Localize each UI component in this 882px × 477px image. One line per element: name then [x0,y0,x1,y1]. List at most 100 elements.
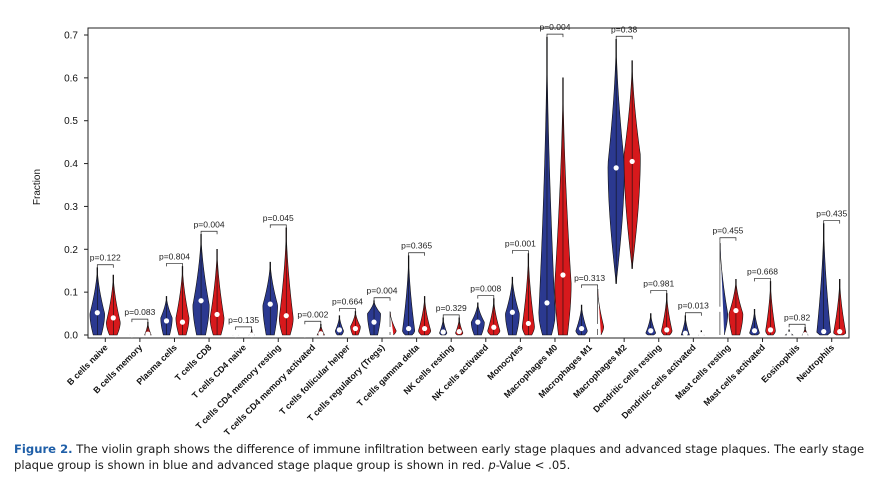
p-value-bracket [478,296,494,299]
median-dot [768,327,773,332]
median-dot [457,329,462,334]
p-value-label: p=0.045 [263,213,294,223]
median-dot [249,332,254,337]
p-value-label: p=0.981 [643,278,674,288]
p-value-bracket [409,253,425,256]
y-axis-label: Fraction [32,169,43,205]
median-dot [441,329,446,334]
p-value-bracket [582,285,598,288]
median-dot [699,332,704,337]
median-dot [422,326,427,331]
p-value-bracket [374,298,390,301]
p-value-label: p=0.002 [297,309,328,319]
p-value-label: p=0.008 [470,284,501,294]
p-value-label: p=0.135 [228,315,259,325]
median-dot [837,329,842,334]
median-dot [318,331,323,336]
p-value-bracket [166,263,182,266]
median-dot [387,327,392,332]
median-dot [198,298,203,303]
category-label: Dendritic cells resting [591,342,663,414]
caption-pvalue-word: p [488,458,495,472]
median-dot [164,318,169,323]
median-dot [752,328,757,333]
p-value-bracket [201,231,217,234]
p-value-label: p=0.013 [678,301,709,311]
p-value-label: p=0.455 [712,226,743,236]
y-tick-label: 0.3 [64,202,78,213]
median-dot [717,307,722,312]
y-tick-label: 0.4 [64,159,78,170]
caption-pvalue-rest: -Value < .05. [496,458,571,472]
median-dot [353,326,358,331]
median-dot [787,332,792,337]
p-value-label: p=0.365 [401,241,432,251]
p-value-bracket [443,315,459,318]
median-dot [544,300,549,305]
p-value-label: p=0.004 [194,219,225,229]
median-dot [214,312,219,317]
median-dot [595,324,600,329]
median-dot [95,310,100,315]
median-dot [111,315,116,320]
caption-text: The violin graph shows the difference of… [14,442,864,472]
p-value-bracket [651,290,667,293]
p-value-label: p=0.004 [367,286,398,296]
p-value-label: p=0.004 [539,22,570,32]
p-value-bracket [305,321,321,324]
p-value-bracket [824,221,840,224]
median-dot [475,320,480,325]
median-dot [302,332,307,337]
p-value-label: p=0.329 [436,303,467,313]
y-tick-label: 0.2 [64,245,78,256]
median-dot [129,332,134,337]
median-dot [406,326,411,331]
median-dot [648,328,653,333]
y-tick-label: 0.6 [64,73,78,84]
median-dot [145,332,150,337]
median-dot [526,321,531,326]
median-dot [614,165,619,170]
p-value-bracket [616,36,632,39]
median-dot [560,272,565,277]
median-dot [268,302,273,307]
p-value-bracket [547,34,563,37]
p-value-label: p=0.664 [332,296,363,306]
category-label: Mast cells activated [701,342,767,408]
p-value-bracket [512,251,528,254]
median-dot [630,159,635,164]
p-value-label: p=0.083 [124,307,155,317]
median-dot [733,308,738,313]
p-value-label: p=0.668 [747,266,778,276]
p-value-label: p=0.001 [505,239,536,249]
violin-chart: 0.00.10.20.30.40.50.60.7 p=0.122p=0.083p… [0,0,882,436]
p-value-label: p=0.435 [816,209,847,219]
p-value-bracket [339,308,355,311]
p-value-bracket [789,324,805,327]
p-value-label: p=0.804 [159,251,190,261]
p-value-bracket [685,313,701,316]
median-dot [579,326,584,331]
category-label: T cells gamma delta [355,342,421,408]
p-value-bracket [236,327,252,330]
violins [90,37,846,337]
p-value-label: p=0.313 [574,273,605,283]
median-dot [284,313,289,318]
p-value-bracket [720,238,736,241]
p-value-label: p=0.122 [90,253,121,263]
p-value-bracket [97,265,113,268]
figure-caption: Figure 2. The violin graph shows the dif… [14,441,876,473]
p-value-label: p=0.82 [784,312,811,322]
median-dot [233,332,238,337]
median-dot [371,320,376,325]
median-dot [803,332,808,337]
y-tick-label: 0.1 [64,288,78,299]
y-tick-label: 0.0 [64,331,78,342]
median-dot [664,327,669,332]
median-dot [683,331,688,336]
median-dot [821,329,826,334]
p-value-label: p=0.38 [611,24,638,34]
p-value-bracket [132,319,148,322]
median-dot [180,320,185,325]
